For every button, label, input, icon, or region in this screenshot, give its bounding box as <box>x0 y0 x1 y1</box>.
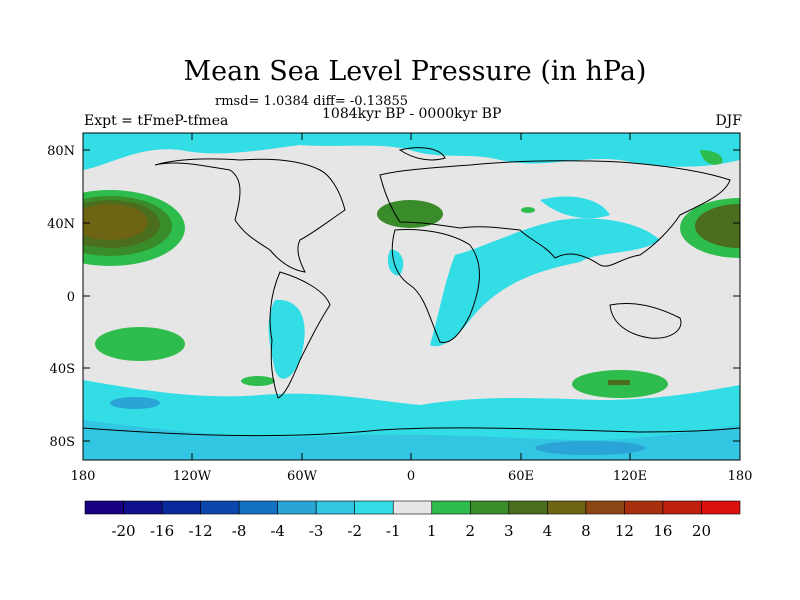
colorbar-label: 2 <box>466 522 476 540</box>
colorbar: -20 -16 -12 -8 -4 -3 -2 -1 1 2 3 4 8 12 16 20 <box>84 500 741 540</box>
colorbar-swatch <box>84 500 124 515</box>
south-atlantic-high <box>241 376 275 386</box>
x-tick-label: 180 <box>728 469 753 484</box>
x-tick-label: 120E <box>613 469 647 484</box>
colorbar-label: 4 <box>543 522 553 540</box>
mediterranean-high <box>377 200 443 228</box>
colorbar-swatch <box>547 500 587 515</box>
x-tick-label: 60W <box>287 469 318 484</box>
y-tick-label: 40S <box>50 362 75 377</box>
colorbar-label: -3 <box>309 522 324 540</box>
colorbar-label: 3 <box>504 522 514 540</box>
colorbar-swatch <box>315 500 356 515</box>
x-tick-label: 60E <box>508 469 534 484</box>
y-tick-label: 80N <box>47 144 75 159</box>
colorbar-label: -16 <box>150 522 174 540</box>
colorbar-swatch <box>508 500 548 515</box>
colorbar-swatch <box>123 500 163 515</box>
y-tick-label: 80S <box>50 435 75 450</box>
arctic-low-region <box>83 133 740 170</box>
colorbar-swatch <box>161 500 201 515</box>
colorbar-swatch <box>277 500 317 515</box>
experiment-label: Expt = tFmeP-tfmea <box>84 113 229 129</box>
y-axis: 80N 40N 0 40S 80S <box>47 144 740 450</box>
colorbar-label: 8 <box>581 522 591 540</box>
x-axis: 180 120W 60W 0 60E 120E 180 <box>71 133 753 484</box>
y-tick-label: 40N <box>47 217 75 232</box>
x-tick-label: 120W <box>173 469 212 484</box>
map-panel <box>83 133 740 460</box>
colorbar-swatch <box>392 500 433 515</box>
arctic-positive-spot <box>700 150 723 165</box>
north-america-coast <box>154 158 346 273</box>
antarctica-coast <box>83 427 740 437</box>
greenland-coast <box>398 147 446 161</box>
colorbar-swatch <box>662 500 702 515</box>
colorbar-label: -1 <box>386 522 401 540</box>
tropical-low-region <box>430 218 660 347</box>
map-title: Mean Sea Level Pressure (in hPa) <box>183 56 647 87</box>
colorbar-swatch <box>469 500 510 515</box>
colorbar-label: -8 <box>232 522 247 540</box>
eurasia-coast <box>379 160 731 267</box>
south-america-low <box>268 299 305 379</box>
x-tick-label: 0 <box>407 469 415 484</box>
colorbar-label: -20 <box>111 522 135 540</box>
period-label: 1084kyr BP - 0000kyr BP <box>322 106 502 122</box>
atlantic-low <box>387 249 404 276</box>
central-asia-low <box>540 196 610 219</box>
colorbar-label: -2 <box>347 522 362 540</box>
africa-coast <box>391 229 480 344</box>
colorbar-label: 16 <box>653 522 672 540</box>
colorbar-swatch <box>200 500 240 515</box>
colorbar-label: 12 <box>615 522 634 540</box>
stats-label: rmsd= 1.0384 diff= -0.13855 <box>215 94 409 109</box>
colorbar-swatch <box>585 500 625 515</box>
x-tick-label: 180 <box>71 469 96 484</box>
season-label: DJF <box>715 113 742 129</box>
colorbar-swatch <box>431 500 471 515</box>
colorbar-label: -4 <box>270 522 285 540</box>
colorbar-swatch <box>354 500 394 515</box>
colorbar-label: 1 <box>427 522 437 540</box>
y-tick-label: 0 <box>67 290 75 305</box>
southern-ocean-deeper-low <box>110 397 160 409</box>
colorbar-swatch <box>624 500 664 515</box>
colorbar-swatch <box>701 500 741 515</box>
north-pacific-high-core <box>83 204 148 240</box>
south-america-coast <box>269 271 331 399</box>
southern-ocean-deeper-low-2 <box>535 441 645 455</box>
colorbar-label: 20 <box>692 522 711 540</box>
colorbar-label: -12 <box>189 522 213 540</box>
south-pacific-high <box>95 327 185 361</box>
colorbar-swatch <box>238 500 278 515</box>
australia-coast <box>609 302 682 339</box>
coastlines <box>83 147 740 437</box>
